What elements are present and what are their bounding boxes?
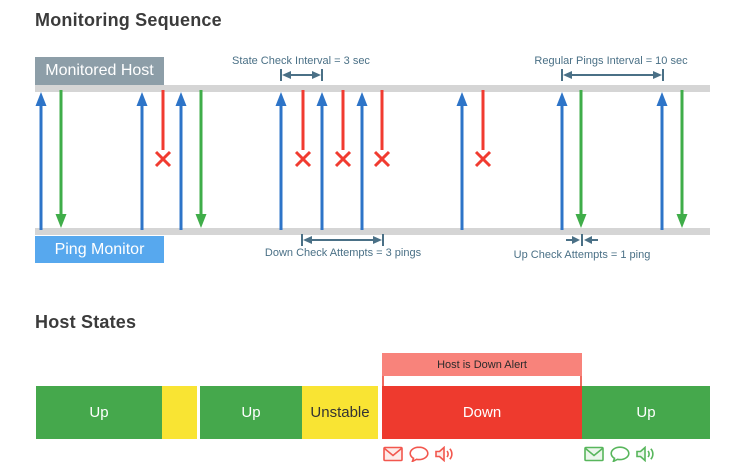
chat-icon [409, 446, 429, 462]
monitored-host-label: Monitored Host [45, 62, 154, 79]
up-alert-icons [584, 446, 656, 462]
regular-pings-interval-annotation: Regular Pings Interval = 10 sec [534, 55, 688, 67]
ping-arrow [456, 92, 468, 230]
state-segment-down: Down [382, 386, 582, 439]
state-segment [162, 386, 197, 439]
state-segment-up: Up [582, 386, 710, 439]
sound-icon [435, 446, 453, 462]
ping-arrow [175, 92, 187, 230]
ping-arrow [356, 92, 368, 230]
ping-arrow [656, 92, 668, 230]
failed-response-arrow [334, 90, 352, 168]
sound-icon [636, 446, 654, 462]
email-icon [584, 446, 604, 462]
state-segment-up: Up [36, 386, 162, 439]
sequence-title: Monitoring Sequence [35, 10, 222, 30]
host-states-title: Host States [35, 312, 137, 332]
ping-arrow [136, 92, 148, 230]
down-check-attempts-annotation: Down Check Attempts = 3 pings [264, 247, 422, 259]
ping-arrow [275, 92, 287, 230]
response-arrow [575, 90, 587, 228]
ping-monitor-label: Ping Monitor [54, 240, 145, 258]
email-icon [383, 446, 403, 462]
host-timeline-bar [35, 85, 710, 92]
ping-arrow [556, 92, 568, 230]
state-segment-unstable: Unstable [302, 386, 378, 439]
chat-icon [610, 446, 630, 462]
state-check-bracket [280, 69, 323, 81]
host-down-alert-label: Host is Down Alert [382, 353, 582, 376]
up-check-attempts-annotation: Up Check Attempts = 1 ping [513, 249, 651, 261]
ping-arrow [35, 92, 47, 230]
monitor-timeline-bar [35, 228, 710, 235]
failed-response-arrow [373, 90, 391, 168]
state-check-interval-annotation: State Check Interval = 3 sec [232, 55, 370, 67]
regular-pings-bracket [561, 69, 664, 81]
response-arrow [195, 90, 207, 228]
sequence-arrows-layer [35, 69, 688, 246]
ping-arrow [316, 92, 328, 230]
response-arrow [676, 90, 688, 228]
host-down-alert: Host is Down Alert [382, 353, 582, 386]
down-check-bracket [301, 234, 384, 246]
host-down-alert-stem [382, 376, 582, 386]
failed-response-arrow [294, 90, 312, 168]
failed-response-arrow [154, 90, 172, 168]
state-segment-up: Up [200, 386, 302, 439]
ping-monitor-box: Ping Monitor [35, 236, 164, 263]
up-check-bracket [566, 234, 598, 246]
failed-response-arrow [474, 90, 492, 168]
monitored-host-box: Monitored Host [35, 57, 164, 85]
response-arrow [55, 90, 67, 228]
down-alert-icons [383, 446, 455, 462]
